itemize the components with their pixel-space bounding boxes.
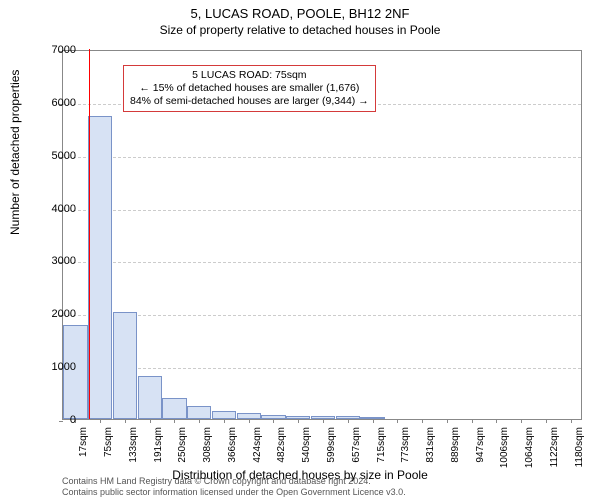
xtick-label: 715sqm [376, 427, 387, 463]
histogram-bar [113, 312, 137, 419]
xtick-label: 773sqm [400, 427, 411, 463]
gridline [63, 368, 581, 369]
xtick-label: 424sqm [252, 427, 263, 463]
page-subtitle: Size of property relative to detached ho… [0, 21, 600, 37]
footer-line-2: Contains public sector information licen… [62, 487, 406, 498]
page-title: 5, LUCAS ROAD, POOLE, BH12 2NF [0, 0, 600, 21]
ytick-label: 3000 [36, 255, 76, 267]
histogram-bar [138, 376, 162, 419]
footer-attribution: Contains HM Land Registry data © Crown c… [62, 476, 406, 498]
xtick-mark [100, 419, 101, 423]
xtick-mark [447, 419, 448, 423]
xtick-mark [546, 419, 547, 423]
xtick-label: 657sqm [351, 427, 362, 463]
xtick-mark [571, 419, 572, 423]
xtick-label: 889sqm [450, 427, 461, 463]
xtick-mark [521, 419, 522, 423]
ytick-label: 6000 [36, 97, 76, 109]
xtick-mark [298, 419, 299, 423]
gridline [63, 157, 581, 158]
xtick-mark [348, 419, 349, 423]
annotation-box: 5 LUCAS ROAD: 75sqm← 15% of detached hou… [123, 65, 376, 112]
xtick-label: 1064sqm [524, 427, 535, 468]
plot-area: 17sqm75sqm133sqm191sqm250sqm308sqm366sqm… [62, 50, 582, 420]
annotation-line: 5 LUCAS ROAD: 75sqm [130, 69, 369, 82]
xtick-label: 482sqm [276, 427, 287, 463]
xtick-mark [174, 419, 175, 423]
xtick-label: 947sqm [475, 427, 486, 463]
chart-container: 17sqm75sqm133sqm191sqm250sqm308sqm366sqm… [62, 50, 582, 420]
xtick-mark [472, 419, 473, 423]
xtick-label: 366sqm [227, 427, 238, 463]
ytick-label: 1000 [36, 361, 76, 373]
xtick-label: 75sqm [103, 427, 114, 457]
xtick-mark [125, 419, 126, 423]
xtick-mark [397, 419, 398, 423]
xtick-mark [249, 419, 250, 423]
ytick-label: 5000 [36, 150, 76, 162]
xtick-label: 1122sqm [549, 427, 560, 467]
xtick-mark [496, 419, 497, 423]
xtick-mark [422, 419, 423, 423]
xtick-label: 599sqm [326, 427, 337, 463]
xtick-label: 540sqm [301, 427, 312, 463]
ytick-label: 4000 [36, 203, 76, 215]
annotation-line: ← 15% of detached houses are smaller (1,… [130, 82, 369, 95]
footer-line-1: Contains HM Land Registry data © Crown c… [62, 476, 406, 487]
annotation-line: 84% of semi-detached houses are larger (… [130, 95, 369, 108]
y-axis-label: Number of detached properties [8, 70, 22, 235]
xtick-mark [323, 419, 324, 423]
xtick-label: 133sqm [128, 427, 139, 463]
xtick-mark [199, 419, 200, 423]
histogram-bar [212, 411, 236, 419]
ytick-label: 0 [36, 414, 76, 426]
xtick-label: 1006sqm [499, 427, 510, 468]
histogram-bar [162, 398, 186, 419]
xtick-label: 250sqm [177, 427, 188, 463]
histogram-bar [88, 116, 112, 419]
gridline [63, 262, 581, 263]
gridline [63, 315, 581, 316]
xtick-label: 308sqm [202, 427, 213, 463]
xtick-label: 1180sqm [574, 427, 585, 467]
xtick-label: 191sqm [153, 427, 164, 463]
xtick-mark [373, 419, 374, 423]
ytick-label: 7000 [36, 44, 76, 56]
xtick-label: 831sqm [425, 427, 436, 463]
gridline [63, 210, 581, 211]
xtick-label: 17sqm [78, 427, 89, 457]
highlight-line [89, 49, 90, 419]
xtick-mark [150, 419, 151, 423]
xtick-mark [224, 419, 225, 423]
xtick-mark [273, 419, 274, 423]
ytick-label: 2000 [36, 308, 76, 320]
histogram-bar [187, 406, 211, 419]
